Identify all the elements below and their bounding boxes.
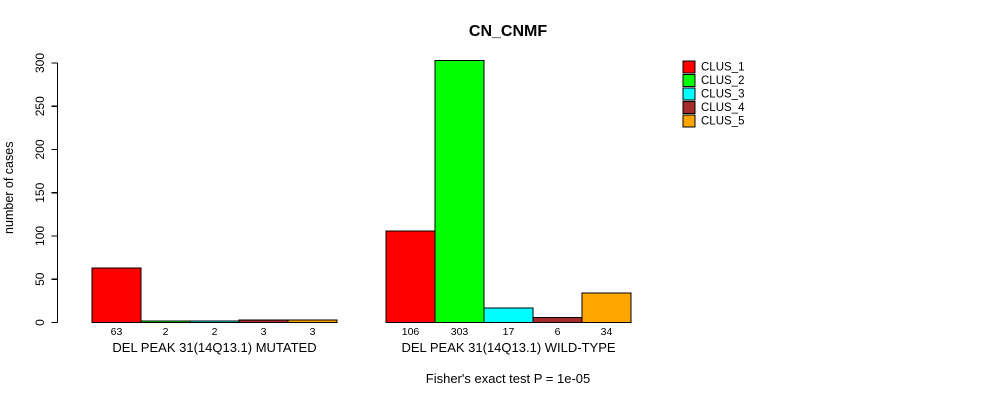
- bar-clus_2-group1: [140, 320, 191, 323]
- legend-swatch-clus_1: [682, 60, 696, 74]
- bar-value-label: 106: [402, 326, 420, 338]
- legend-swatch-clus_3: [682, 87, 696, 101]
- bar-value-label: 34: [601, 326, 613, 338]
- legend-swatch-clus_4: [682, 101, 696, 114]
- bar-value-label: 63: [111, 326, 123, 338]
- legend-label-clus_3: CLUS_3: [701, 89, 744, 101]
- legend-label-clus_5: CLUS_5: [701, 116, 744, 128]
- footnote-pvalue: Fisher's exact test P = 1e-05: [426, 371, 590, 386]
- bar-clus_5-group1: [287, 319, 338, 323]
- bar-clus_3-group2: [483, 307, 534, 324]
- y-tick-label: 150: [33, 182, 47, 202]
- bar-clus_4-group2: [532, 316, 583, 323]
- y-tick-label: 300: [33, 53, 47, 73]
- group-axis-label: DEL PEAK 31(14Q13.1) WILD-TYPE: [401, 340, 615, 355]
- legend-label-clus_4: CLUS_4: [701, 102, 745, 114]
- bar-value-label: 17: [503, 326, 515, 338]
- bar-value-label: 3: [261, 326, 267, 338]
- bar-value-label: 2: [212, 326, 218, 338]
- chart-title: CN_CNMF: [469, 23, 547, 40]
- y-axis-title: number of cases: [2, 142, 16, 234]
- legend-swatch-clus_5: [682, 114, 696, 128]
- bar-clus_3-group1: [189, 320, 240, 323]
- bar-value-label: 303: [451, 326, 469, 338]
- y-tick-label: 100: [33, 226, 47, 246]
- bar-value-label: 3: [310, 326, 316, 338]
- y-tick-label: 250: [33, 96, 47, 116]
- bar-value-label: 6: [555, 326, 561, 338]
- legend-swatch-clus_2: [682, 74, 696, 87]
- bar-clus_5-group2: [581, 292, 632, 323]
- bar-value-label: 2: [163, 326, 169, 338]
- bar-clus_4-group1: [238, 319, 289, 323]
- legend-label-clus_2: CLUS_2: [701, 75, 744, 87]
- bar-clus_2-group2: [434, 59, 485, 323]
- bar-clus_1-group1: [91, 267, 142, 324]
- y-tick-label: 50: [33, 272, 47, 286]
- bar-clus_1-group2: [385, 230, 436, 323]
- y-tick-label: 200: [33, 139, 47, 159]
- legend-label-clus_1: CLUS_1: [701, 62, 744, 74]
- group-axis-label: DEL PEAK 31(14Q13.1) MUTATED: [112, 340, 316, 355]
- y-tick-label: 0: [33, 319, 47, 326]
